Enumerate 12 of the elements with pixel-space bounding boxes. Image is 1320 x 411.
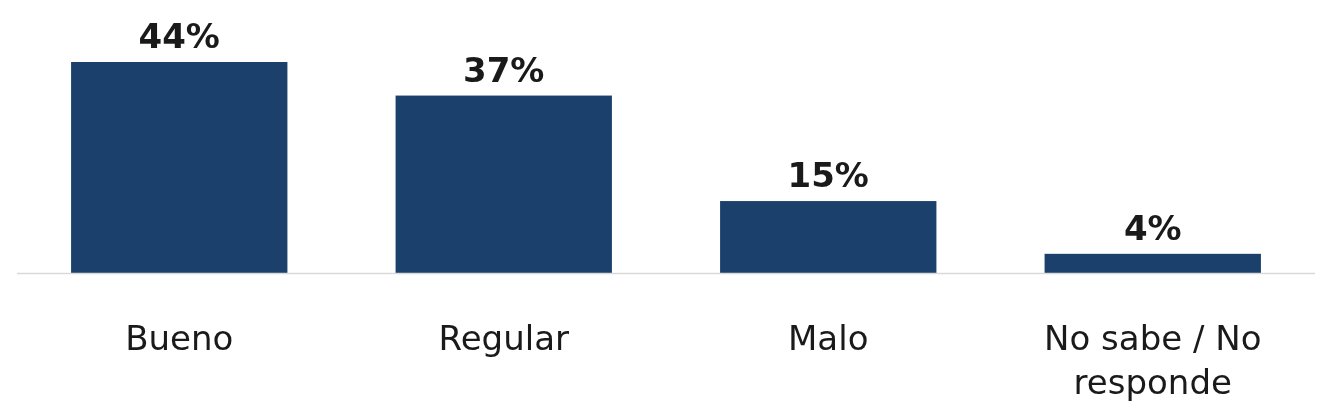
x-tick-label: Malo xyxy=(788,318,869,358)
bar xyxy=(1044,253,1261,273)
x-tick-label: Regular xyxy=(438,318,569,358)
bar xyxy=(71,62,288,273)
x-tick-label: Bueno xyxy=(125,318,234,358)
bar xyxy=(720,201,937,273)
x-tick-label: No sabe / No responde xyxy=(1044,318,1262,402)
data-label: 44% xyxy=(138,16,220,56)
data-label: 15% xyxy=(787,155,869,196)
data-label: 37% xyxy=(463,49,545,90)
bar xyxy=(395,95,612,273)
data-label: 4% xyxy=(1123,207,1182,248)
